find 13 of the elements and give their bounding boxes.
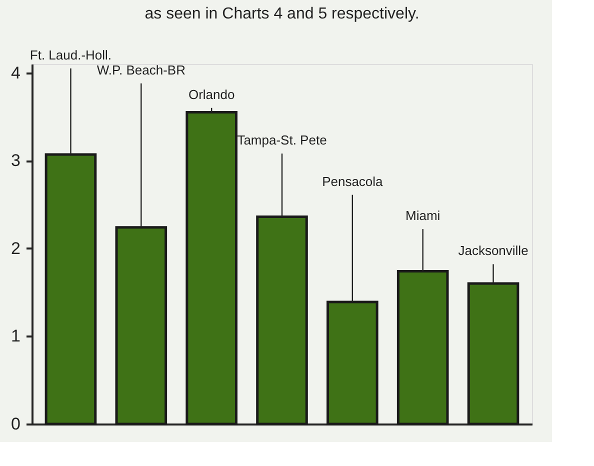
x-tick-label: Tampa-St. Pete	[237, 132, 327, 148]
y-tick-label: 4	[11, 63, 20, 82]
x-tick-label: Miami	[406, 208, 440, 224]
x-tick-label: Pensacola	[322, 174, 384, 189]
y-tick-label: 3	[11, 151, 20, 170]
x-tick-label: Jacksonville	[458, 243, 528, 258]
y-tick-label: 1	[11, 326, 20, 346]
x-tick-label: Ft. Laud.-Holl.	[30, 47, 112, 62]
y-tick-label: 2	[11, 238, 20, 258]
x-tick-label: W.P. Beach-BR	[96, 62, 186, 78]
x-tick-label: Orlando	[188, 86, 235, 102]
text: as seen in Charts 4 and 5 respectively.	[144, 5, 420, 22]
y-tick-label: 0	[11, 414, 20, 434]
